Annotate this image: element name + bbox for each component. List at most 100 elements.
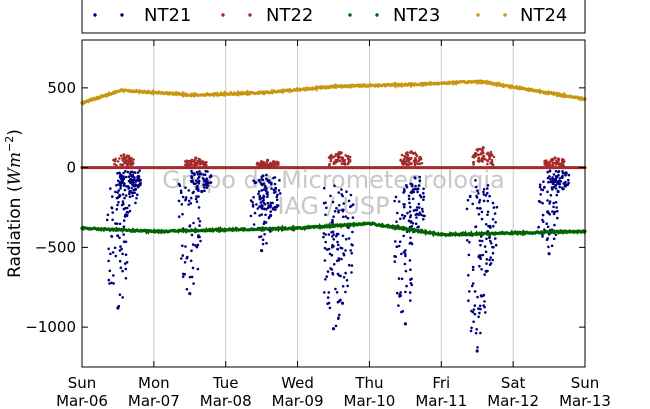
data-point (546, 225, 550, 229)
data-point (558, 177, 562, 180)
data-point (329, 267, 332, 270)
data-point (267, 204, 271, 207)
data-point (552, 205, 555, 209)
data-point (199, 161, 203, 164)
data-point (328, 252, 332, 256)
data-point (397, 200, 401, 203)
data-point (184, 245, 187, 248)
data-point (262, 195, 266, 199)
data-point (552, 173, 556, 176)
data-point (474, 185, 478, 189)
data-point (190, 171, 194, 175)
data-point (119, 187, 122, 190)
data-point (467, 273, 470, 277)
data-point (511, 231, 515, 235)
series-nt22 (80, 146, 587, 170)
data-point (181, 212, 184, 216)
data-point (190, 275, 194, 279)
data-point (418, 211, 422, 215)
data-point (473, 312, 477, 316)
data-point (118, 236, 121, 240)
data-point (125, 159, 129, 163)
data-point (408, 201, 411, 205)
data-point (249, 199, 253, 202)
data-point (127, 175, 131, 179)
data-point (561, 187, 565, 191)
data-point (489, 150, 493, 154)
data-point (493, 212, 497, 215)
data-point (551, 164, 555, 167)
data-point (548, 212, 551, 216)
y-tick-label: −1000 (25, 318, 76, 336)
data-point (323, 259, 327, 262)
data-point (478, 198, 482, 202)
data-point (127, 186, 130, 189)
data-point (188, 224, 192, 227)
data-point (480, 217, 484, 221)
data-point (326, 296, 330, 299)
data-point (327, 301, 331, 305)
data-point (557, 159, 560, 163)
data-point (262, 182, 265, 186)
data-point (479, 294, 483, 297)
data-point (199, 239, 202, 243)
data-point (261, 163, 264, 166)
data-point (117, 201, 120, 204)
data-point (481, 152, 485, 155)
data-point (399, 158, 403, 162)
data-point (252, 223, 256, 226)
data-point (342, 202, 346, 205)
data-point (340, 257, 343, 261)
data-point (262, 222, 266, 226)
data-point (552, 185, 556, 189)
data-point (328, 162, 331, 166)
data-point (335, 259, 339, 263)
data-point (554, 175, 558, 178)
data-point (467, 253, 471, 257)
data-point (560, 164, 564, 167)
data-point (331, 273, 335, 276)
data-point (551, 188, 554, 191)
legend-marker (375, 13, 379, 17)
data-point (415, 154, 419, 157)
data-point (122, 225, 126, 228)
data-point (124, 194, 128, 197)
data-point (269, 162, 272, 165)
data-point (327, 233, 331, 236)
data-point (116, 234, 120, 237)
data-point (552, 237, 556, 241)
data-point (259, 196, 263, 200)
data-point (189, 163, 192, 166)
data-point (133, 184, 137, 188)
x-tick-label-date: Mar-12 (487, 392, 539, 409)
data-point (187, 164, 190, 168)
data-point (350, 271, 353, 274)
data-point (265, 241, 268, 245)
data-point (349, 193, 353, 197)
data-point (123, 182, 126, 186)
data-point (400, 252, 403, 256)
data-point (413, 176, 417, 179)
data-point (267, 165, 270, 168)
data-point (114, 157, 117, 161)
data-point (486, 187, 489, 190)
data-point (481, 160, 484, 163)
data-point (477, 213, 481, 216)
data-point (541, 201, 544, 205)
data-point (420, 161, 424, 165)
data-point (344, 154, 348, 157)
data-point (190, 175, 193, 178)
x-tick-label-day: Thu (354, 374, 383, 392)
data-point (478, 239, 482, 243)
data-point (203, 189, 206, 192)
data-point (152, 229, 156, 233)
data-point (135, 196, 138, 200)
data-point (332, 215, 335, 218)
data-point (110, 281, 113, 285)
data-point (547, 180, 550, 184)
data-point (123, 262, 127, 265)
data-point (109, 187, 112, 190)
data-point (476, 149, 480, 152)
data-point (558, 185, 561, 189)
data-point (119, 154, 123, 158)
